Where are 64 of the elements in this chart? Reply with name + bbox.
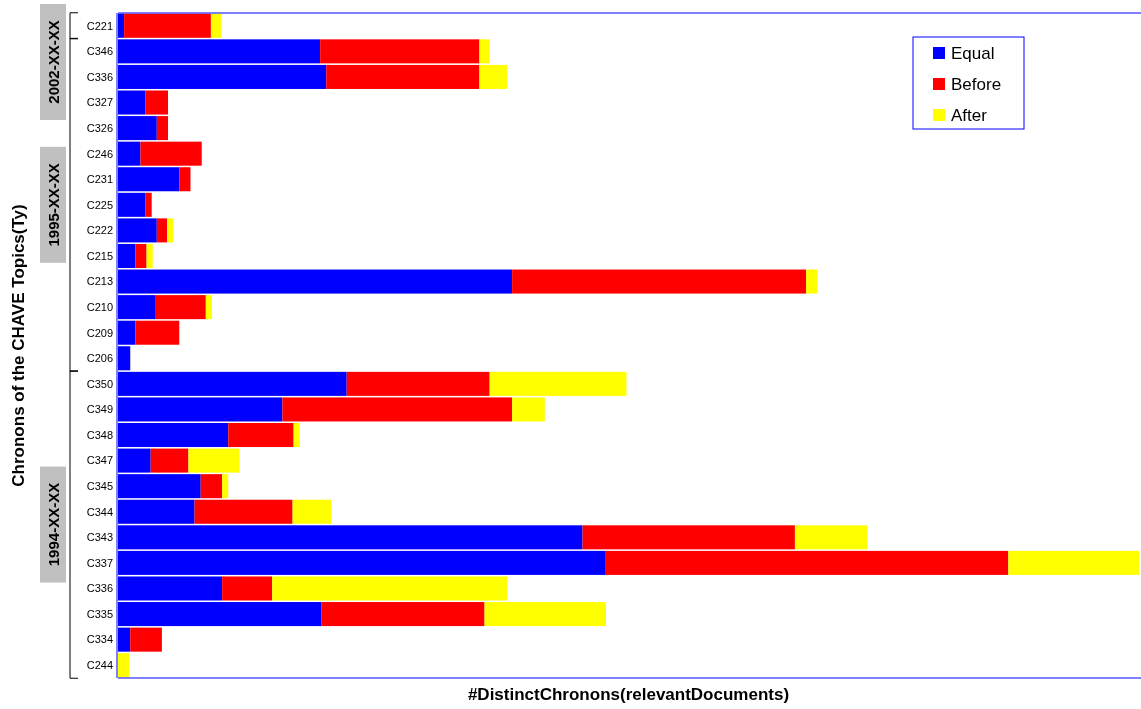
bar [135, 243, 147, 268]
y-tick-label: C231 [86, 173, 113, 186]
bar [228, 423, 294, 448]
bar [167, 218, 174, 243]
legend-label: Before [951, 74, 1002, 94]
y-tick-label: C346 [86, 45, 113, 58]
bar [200, 474, 223, 499]
bar [321, 602, 485, 627]
bar [293, 423, 300, 448]
bar [794, 525, 868, 550]
y-tick-label: C337 [86, 556, 113, 569]
bar [479, 39, 490, 64]
bar [150, 448, 189, 473]
bar [130, 627, 162, 652]
bar [806, 269, 818, 294]
bar [155, 295, 206, 320]
y-tick-label: C213 [86, 275, 113, 288]
x-axis-title: #DistinctChronons(relevantDocuments) [467, 685, 790, 704]
y-tick-label: C209 [86, 326, 113, 339]
y-tick-label: C348 [86, 428, 113, 441]
bar [194, 499, 293, 524]
y-axis-title: Chronons of the CHAVE Topics(Ty) [9, 204, 28, 487]
y-tick-label: C335 [86, 607, 113, 620]
y-tick-label: C327 [86, 96, 113, 109]
y-tick-label: C210 [86, 300, 113, 313]
bar [326, 64, 480, 89]
y-tick-label: C350 [86, 377, 113, 390]
bar [156, 218, 168, 243]
bar [124, 13, 211, 38]
y-tick-label: C336 [86, 582, 113, 595]
y-tick-label: C347 [86, 454, 113, 467]
text: 1995-XX-XX [45, 163, 62, 247]
y-tick-label: C221 [86, 19, 113, 32]
text: 2002-XX-XX [45, 20, 62, 104]
y-tick-label: C344 [86, 505, 113, 518]
bar [135, 320, 180, 345]
bar [1008, 550, 1139, 575]
legend-label: After [951, 105, 988, 125]
y-tick-label: C326 [86, 121, 113, 134]
bar [605, 550, 1009, 575]
y-tick-label: C206 [86, 352, 113, 365]
bar [292, 499, 332, 524]
legend-label: Equal [951, 43, 995, 63]
y-tick-label: C225 [86, 198, 113, 211]
y-tick-label: C349 [86, 403, 113, 416]
bar [205, 295, 212, 320]
y-tick-label: C246 [86, 147, 113, 160]
y-tick-label: C336 [86, 70, 113, 83]
y-tick-label: C244 [86, 659, 113, 672]
bar [320, 39, 480, 64]
y-tick-label: C343 [86, 531, 113, 544]
bar [512, 269, 807, 294]
bar [146, 243, 153, 268]
y-tick-label: C345 [86, 480, 113, 493]
bar [479, 64, 507, 89]
y-tick-label: C215 [86, 249, 113, 262]
bar [118, 653, 130, 678]
bar [582, 525, 795, 550]
y-tick-label: C222 [86, 224, 113, 237]
bar [210, 13, 222, 38]
text: 1994-XX-XX [45, 482, 62, 567]
bar [222, 576, 273, 601]
bar [145, 192, 152, 217]
y-tick-label: C334 [86, 633, 113, 646]
